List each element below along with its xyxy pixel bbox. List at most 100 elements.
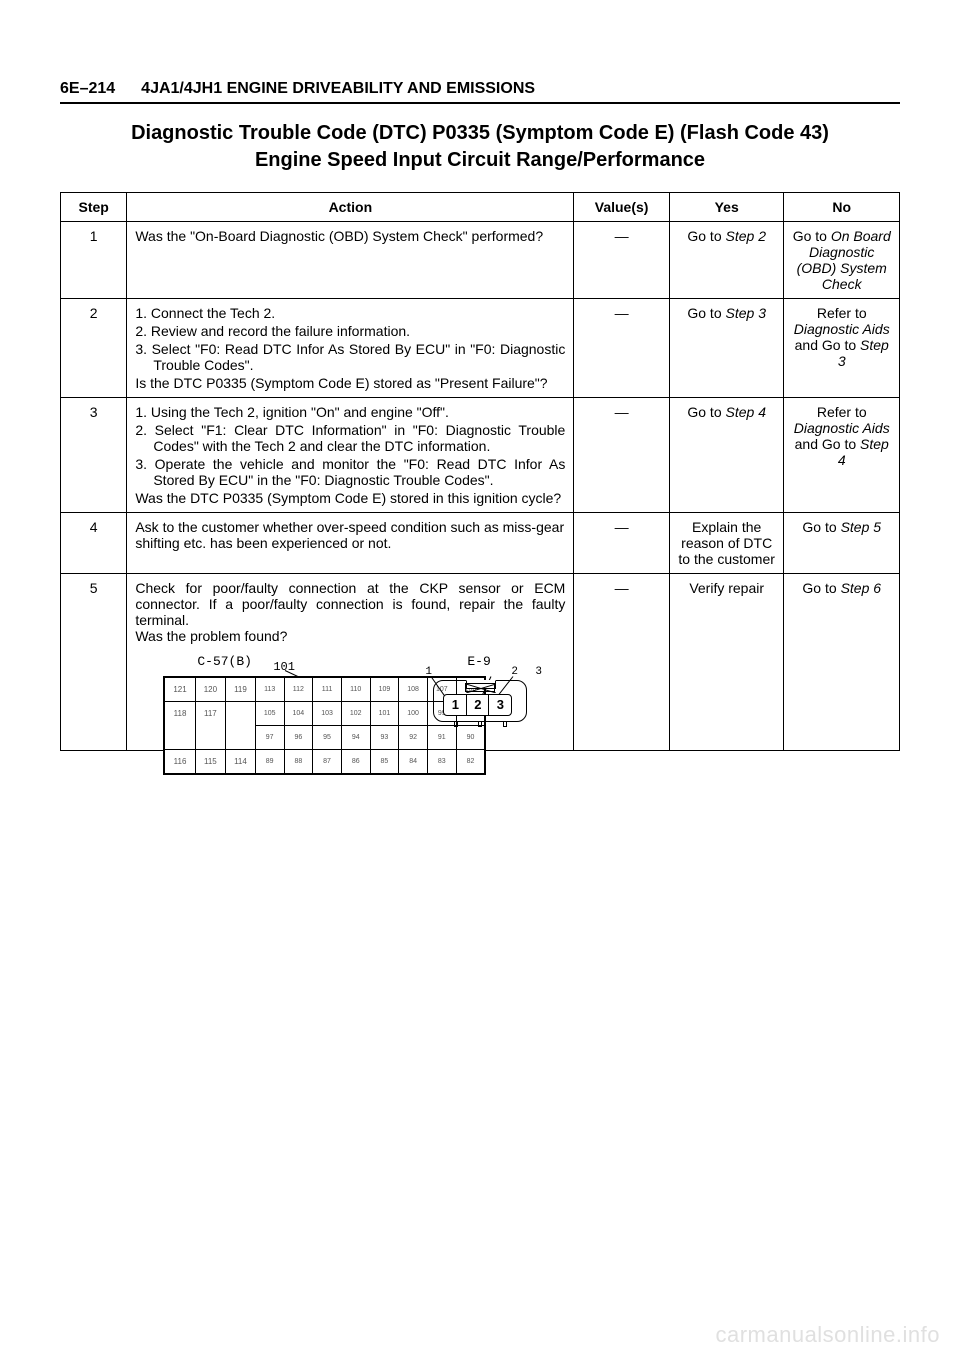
pin: 88 <box>284 750 313 774</box>
yes-italic: Step 4 <box>726 404 766 420</box>
no-cell: Refer to Diagnostic Aids and Go to Step … <box>784 299 900 398</box>
action-cell: 1. Using the Tech 2, ignition "On" and e… <box>127 398 574 513</box>
action-list: 1. Using the Tech 2, ignition "On" and e… <box>135 404 565 488</box>
pin: 101 <box>370 702 399 726</box>
e9-cross-icon <box>465 683 495 692</box>
action-list: 1. Connect the Tech 2. 2. Review and rec… <box>135 305 565 373</box>
table-row: 2 1. Connect the Tech 2. 2. Review and r… <box>61 299 900 398</box>
pin: 102 <box>341 702 370 726</box>
yes-pre: Go to <box>687 404 725 420</box>
c57b-label: C-57(B) <box>197 654 252 669</box>
yes-italic: Step 2 <box>726 228 766 244</box>
no-cell: Go to Step 5 <box>784 513 900 574</box>
pin: 96 <box>284 726 313 750</box>
yes-pre: Go to <box>687 228 725 244</box>
pin: 121 <box>165 678 195 702</box>
no-cell: Go to Step 6 <box>784 574 900 751</box>
c57b-callout-101: 101 <box>273 660 295 674</box>
th-step: Step <box>61 193 127 222</box>
yes-cell: Verify repair <box>669 574 784 751</box>
pin: 112 <box>284 678 313 702</box>
yes-cell: Explain the reason of DTC to the custome… <box>669 513 784 574</box>
header-title: 4JA1/4JH1 ENGINE DRIVEABILITY AND EMISSI… <box>141 80 535 98</box>
action-cell: 1. Connect the Tech 2. 2. Review and rec… <box>127 299 574 398</box>
pin <box>226 702 256 750</box>
no-mid: and Go to <box>795 337 860 353</box>
table-row: 3 1. Using the Tech 2, ignition "On" and… <box>61 398 900 513</box>
pin: 109 <box>370 678 399 702</box>
action-tail: Was the problem found? <box>135 628 565 644</box>
list-item: 2. Select "F1: Clear DTC Information" in… <box>135 422 565 454</box>
e9-pin: 1 <box>443 694 467 716</box>
th-values: Value(s) <box>574 193 670 222</box>
no-pre: Go to <box>802 519 840 535</box>
yes-italic: Step 3 <box>726 305 766 321</box>
no-pre: Go to <box>793 228 831 244</box>
no-italic: Diagnostic Aids <box>794 321 890 337</box>
no-italic: Step 6 <box>841 580 881 596</box>
step-cell: 4 <box>61 513 127 574</box>
pin: 118 <box>165 702 195 750</box>
action-text: Was the "On-Board Diagnostic (OBD) Syste… <box>135 228 565 244</box>
no-cell: Go to On Board Diagnostic (OBD) System C… <box>784 222 900 299</box>
pin: 111 <box>313 678 342 702</box>
e9-label: E-9 <box>467 654 490 669</box>
pin: 103 <box>313 702 342 726</box>
no-mid: and Go to <box>795 436 860 452</box>
values-cell: — <box>574 299 670 398</box>
action-text: Check for poor/faulty connection at the … <box>135 580 565 628</box>
pin: 113 <box>255 678 284 702</box>
yes-cell: Go to Step 3 <box>669 299 784 398</box>
e9-tabs <box>443 722 517 728</box>
values-cell: — <box>574 574 670 751</box>
list-item: 1. Using the Tech 2, ignition "On" and e… <box>135 404 565 420</box>
diagnostic-table: Step Action Value(s) Yes No 1 Was the "O… <box>60 192 900 751</box>
no-cell: Refer to Diagnostic Aids and Go to Step … <box>784 398 900 513</box>
pin: 114 <box>226 750 256 774</box>
step-cell: 5 <box>61 574 127 751</box>
table-row: 4 Ask to the customer whether over-speed… <box>61 513 900 574</box>
e9-callout-3: 3 <box>535 666 542 678</box>
step-cell: 1 <box>61 222 127 299</box>
action-cell: Ask to the customer whether over-speed c… <box>127 513 574 574</box>
table-row: 1 Was the "On-Board Diagnostic (OBD) Sys… <box>61 222 900 299</box>
pin: 97 <box>255 726 284 750</box>
pin: 116 <box>165 750 195 774</box>
page-header: 6E–214 4JA1/4JH1 ENGINE DRIVEABILITY AND… <box>60 80 900 104</box>
no-italic: Step 5 <box>841 519 881 535</box>
title-line-2: Engine Speed Input Circuit Range/Perform… <box>255 149 705 171</box>
action-tail: Is the DTC P0335 (Symptom Code E) stored… <box>135 375 565 391</box>
list-item: 2. Review and record the failure informa… <box>135 323 565 339</box>
values-cell: — <box>574 222 670 299</box>
yes-pre: Go to <box>687 305 725 321</box>
pin: 89 <box>255 750 284 774</box>
pin: 119 <box>226 678 256 702</box>
connector-diagrams: C-57(B) 101 98 90 121 <box>135 654 565 744</box>
pin: 82 <box>456 750 485 774</box>
list-item: 3. Operate the vehicle and monitor the "… <box>135 456 565 488</box>
action-text: Ask to the customer whether over-speed c… <box>135 519 565 551</box>
pin: 104 <box>284 702 313 726</box>
pin: 110 <box>341 678 370 702</box>
th-no: No <box>784 193 900 222</box>
yes-cell: Go to Step 4 <box>669 398 784 513</box>
pin: 87 <box>313 750 342 774</box>
no-pre: Go to <box>802 580 840 596</box>
pin: 86 <box>341 750 370 774</box>
yes-cell: Go to Step 2 <box>669 222 784 299</box>
pin: 84 <box>399 750 428 774</box>
no-pre: Refer to <box>817 305 867 321</box>
pin: 120 <box>195 678 225 702</box>
cross-svg <box>466 684 496 693</box>
e9-pin: 2 <box>466 694 490 716</box>
pin: 83 <box>427 750 456 774</box>
pin: 94 <box>341 726 370 750</box>
page-number: 6E–214 <box>60 80 115 98</box>
e9-pin: 3 <box>488 694 512 716</box>
th-action: Action <box>127 193 574 222</box>
action-cell: Check for poor/faulty connection at the … <box>127 574 574 751</box>
action-tail: Was the DTC P0335 (Symptom Code E) store… <box>135 490 565 506</box>
no-italic: Diagnostic Aids <box>794 420 890 436</box>
th-yes: Yes <box>669 193 784 222</box>
main-title: Diagnostic Trouble Code (DTC) P0335 (Sym… <box>60 120 900 174</box>
